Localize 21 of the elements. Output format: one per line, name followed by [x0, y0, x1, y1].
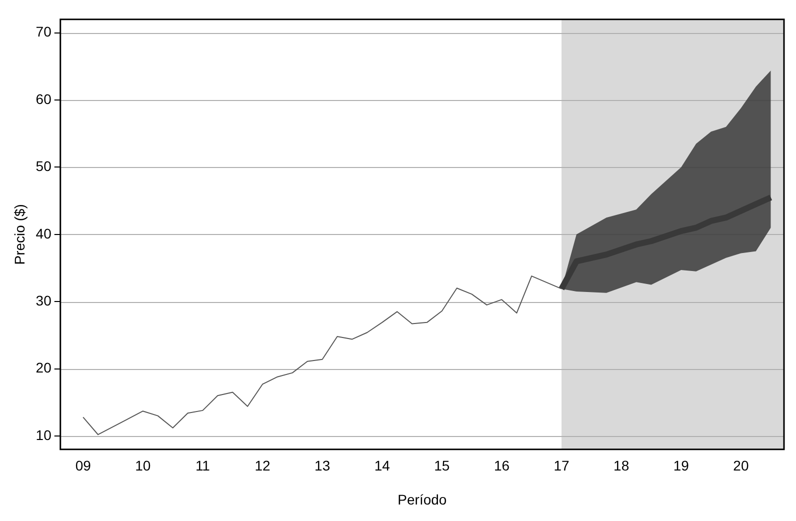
y-axis-title: Precio ($): [11, 204, 28, 265]
x-tick-label: 13: [314, 458, 330, 474]
y-tick-label: 10: [36, 426, 52, 443]
x-tick-label: 09: [75, 458, 92, 474]
x-tick-label: 10: [135, 458, 151, 474]
x-tick-label: 20: [733, 458, 749, 474]
x-tick-label: 11: [195, 458, 210, 474]
y-tick-label: 60: [36, 90, 52, 107]
x-tick-label: 15: [434, 458, 450, 474]
x-tick-label: 16: [494, 458, 510, 474]
x-tick-label: 19: [673, 458, 690, 474]
y-tick-label: 30: [36, 292, 52, 308]
x-axis-title: Período: [398, 491, 447, 508]
x-tick-label: 18: [614, 458, 630, 474]
x-tick-label: 17: [554, 458, 570, 474]
y-tick-label: 20: [36, 360, 52, 376]
y-tick-label: 70: [36, 24, 52, 40]
x-tick-label: 14: [374, 458, 390, 474]
y-tick-label: 40: [36, 225, 52, 242]
x-tick-label: 12: [254, 458, 271, 474]
y-tick-label: 50: [36, 158, 52, 174]
